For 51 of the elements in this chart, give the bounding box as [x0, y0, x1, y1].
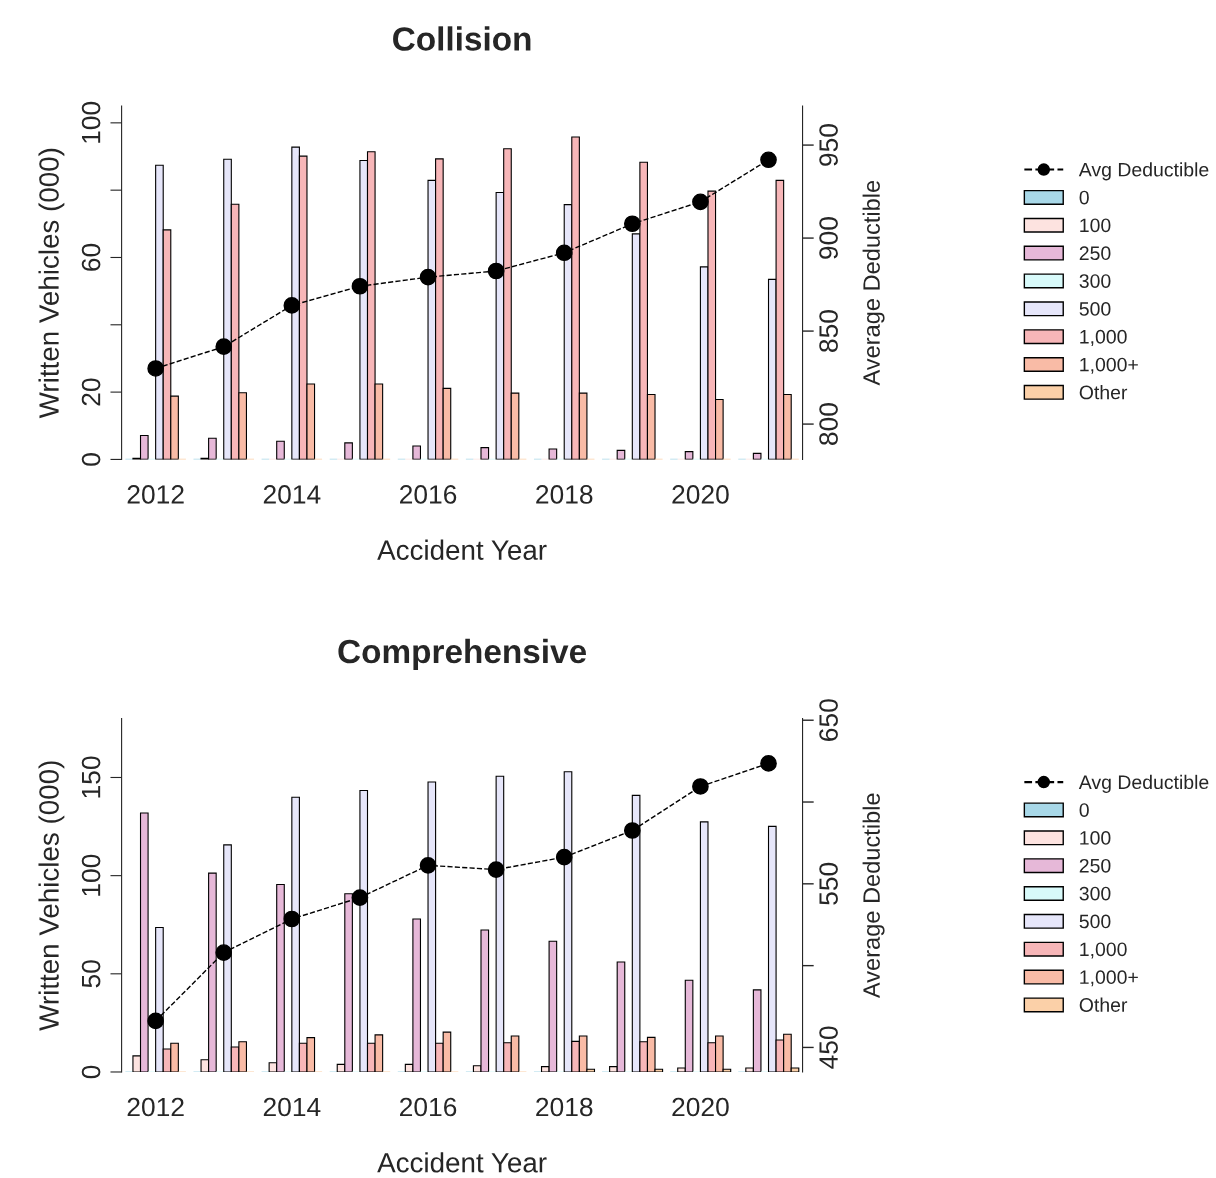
legend-label: 100	[1080, 831, 1111, 845]
y-axis-title: Written Vehicles (000)	[38, 761, 65, 1031]
x-tick-label: 2018	[536, 1097, 593, 1117]
x-tick-label: 2020	[672, 485, 729, 504]
x-tick-label: 2018	[536, 485, 593, 504]
y-tick-label: 100	[81, 854, 101, 896]
y-tick-label: 60	[81, 243, 101, 271]
x-tick-label: 2014	[263, 1097, 321, 1117]
chart-title: Collision	[393, 26, 531, 51]
y-tick-label: 0	[81, 1065, 101, 1079]
y2-axis-title: Average Deductible	[862, 180, 885, 386]
legend-label: 1,000	[1080, 329, 1127, 346]
y-tick-label: 20	[81, 378, 101, 406]
y2-tick-label: 550	[819, 862, 838, 905]
x-axis-title: Accident Year	[377, 1152, 547, 1173]
y-axis-title: Written Vehicles (000)	[38, 148, 65, 419]
y2-tick-label: 850	[819, 310, 838, 352]
y2-tick-label: 650	[819, 699, 838, 741]
legend-label: 1,000+	[1080, 970, 1138, 987]
legend-label: 500	[1079, 914, 1111, 929]
legend-label: 500	[1079, 302, 1111, 316]
x-tick-label: 2016	[400, 485, 457, 504]
y2-tick-label: 450	[819, 1026, 838, 1069]
x-tick-label: 2014	[263, 485, 321, 504]
legend-label: 250	[1079, 858, 1111, 873]
legend-label: 0	[1079, 803, 1089, 817]
x-tick-label: 2012	[127, 485, 184, 504]
legend-label: 0	[1079, 190, 1089, 205]
x-tick-label: 2012	[127, 1097, 184, 1117]
legend-label: Avg Deductible	[1078, 162, 1209, 181]
legend-label: 250	[1079, 246, 1111, 261]
legend-label: 1,000	[1080, 942, 1127, 959]
legend-label: 100	[1080, 218, 1111, 233]
x-tick-label: 2020	[672, 1097, 729, 1117]
y-tick-label: 150	[81, 756, 101, 798]
y-tick-label: 50	[81, 960, 101, 988]
legend-label: Avg Deductible	[1078, 774, 1209, 793]
legend-label: Other	[1079, 385, 1128, 400]
chart-title: Comprehensive	[338, 638, 586, 670]
x-tick-label: 2016	[400, 1097, 457, 1117]
legend-label: 300	[1079, 274, 1111, 288]
y2-tick-label: 900	[819, 217, 838, 259]
y2-axis-title: Average Deductible	[862, 793, 885, 999]
legend-label: 1,000+	[1080, 357, 1138, 374]
legend-label: Other	[1079, 997, 1128, 1012]
y-tick-label: 100	[81, 101, 101, 143]
y2-tick-label: 950	[819, 124, 838, 166]
y2-tick-label: 800	[819, 403, 838, 445]
y-tick-label: 0	[81, 453, 101, 466]
legend-label: 300	[1079, 886, 1111, 901]
x-axis-title: Accident Year	[377, 539, 547, 560]
